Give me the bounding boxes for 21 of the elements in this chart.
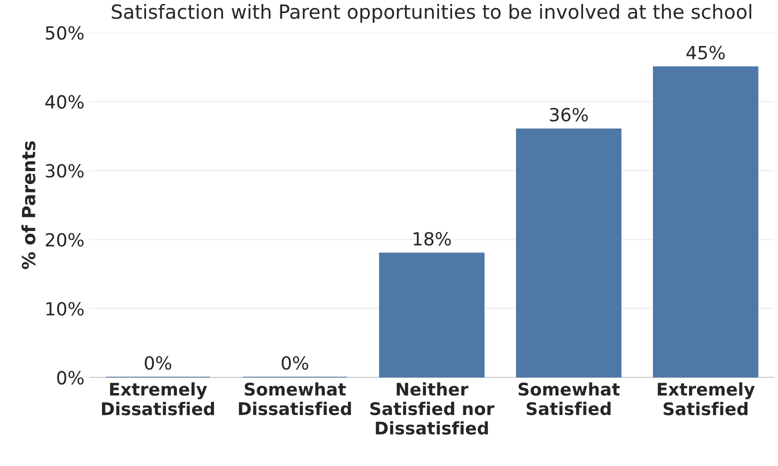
y-tick-label: 40%	[45, 95, 84, 109]
x-tick-label: Somewhat Dissatisfied	[238, 382, 351, 416]
y-tick-label: 10%	[46, 302, 84, 316]
bar	[379, 252, 485, 378]
x-tick-label: Extremely Dissatisfied	[102, 382, 214, 416]
y-tick-label: 20%	[46, 232, 84, 247]
data-label: 36%	[550, 108, 588, 122]
y-tick-label: 0%	[57, 370, 84, 385]
data-label: 18%	[414, 232, 451, 246]
y-tick-label: 30%	[46, 164, 84, 178]
data-label: 0%	[282, 356, 308, 370]
x-tick-label: Neither Satisfied nor Dissatisfied	[370, 382, 494, 435]
data-label: 45%	[686, 46, 725, 60]
y-axis-title: % of Parents	[21, 141, 36, 270]
bar	[516, 128, 622, 378]
chart-title: Satisfaction with Parent opportunities to be involved at the school	[112, 4, 752, 23]
x-tick-label: Extremely Satisfied	[658, 382, 755, 416]
bar	[652, 66, 758, 378]
x-tick-label: Somewhat Satisfied	[518, 382, 620, 416]
data-label: 0%	[144, 356, 172, 370]
y-tick-label: 50%	[46, 26, 84, 40]
